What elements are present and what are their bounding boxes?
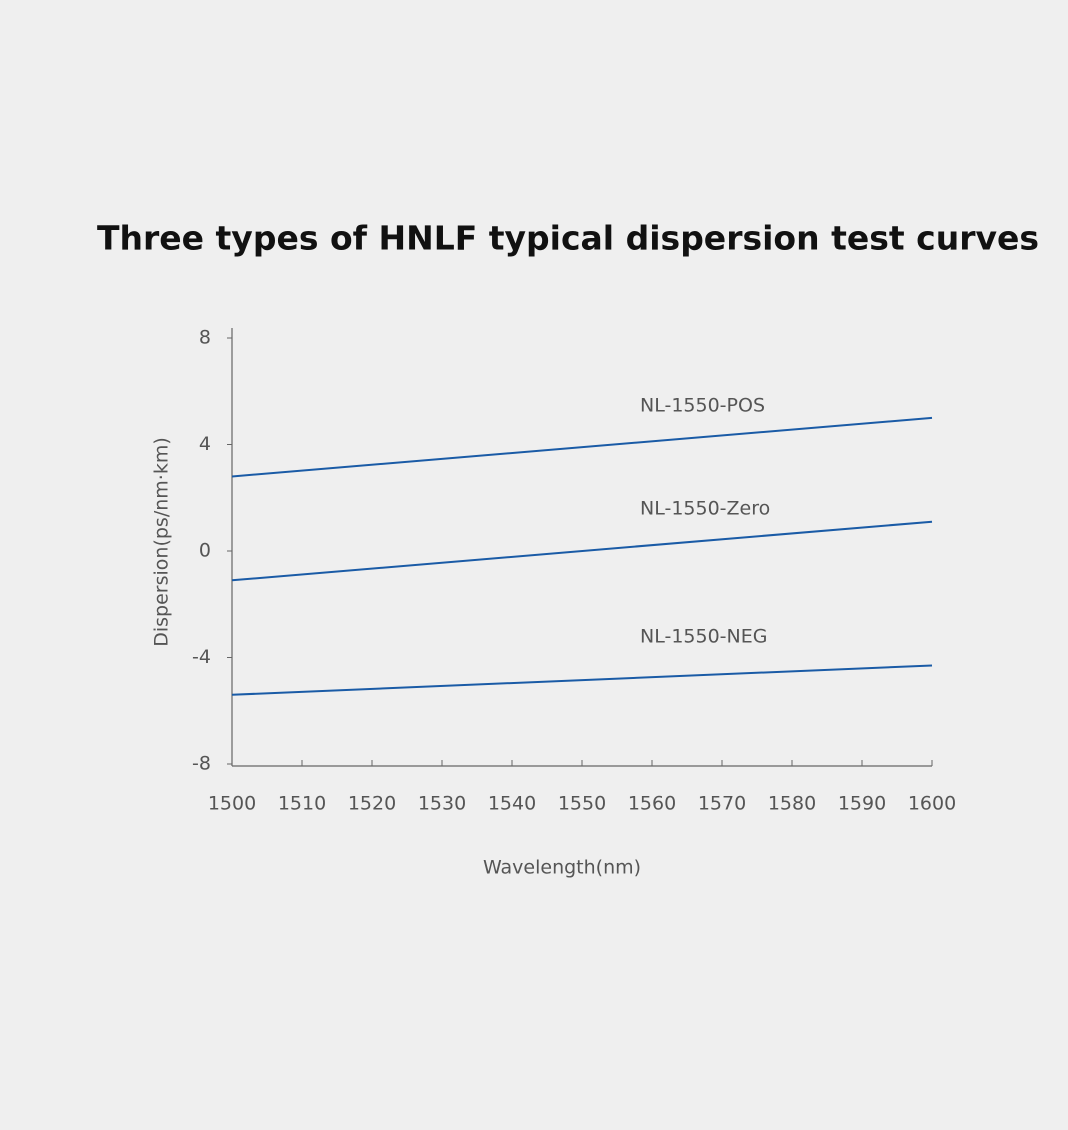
y-tick-label: 4 xyxy=(199,433,211,455)
x-axis-label: Wavelength(nm) xyxy=(483,857,641,879)
series-line xyxy=(231,416,933,478)
y-tick-label: -4 xyxy=(192,646,211,668)
series-line xyxy=(231,664,933,696)
series-label: NL-1550-NEG xyxy=(640,626,767,648)
x-tick-label: 1520 xyxy=(348,793,396,815)
x-tick-label: 1550 xyxy=(558,793,606,815)
x-tick-label: 1560 xyxy=(628,793,676,815)
y-tick-label: 8 xyxy=(199,327,211,349)
x-tick-label: 1600 xyxy=(908,793,956,815)
series-label: NL-1550-Zero xyxy=(640,498,770,520)
series-label: NL-1550-POS xyxy=(640,395,765,417)
chart-title: Three types of HNLF typical dispersion t… xyxy=(97,219,1039,258)
x-tick-label: 1540 xyxy=(488,793,536,815)
y-tick-label: 0 xyxy=(199,540,211,562)
x-tick-label: 1580 xyxy=(768,793,816,815)
x-tick-label: 1570 xyxy=(698,793,746,815)
x-tick-label: 1500 xyxy=(208,793,256,815)
y-tick-label: -8 xyxy=(192,753,211,775)
y-axis-label: Dispersion(ps/nm·km) xyxy=(151,437,173,647)
x-tick-label: 1510 xyxy=(278,793,326,815)
x-tick-label: 1530 xyxy=(418,793,466,815)
series-line xyxy=(231,520,933,582)
x-tick-label: 1590 xyxy=(838,793,886,815)
